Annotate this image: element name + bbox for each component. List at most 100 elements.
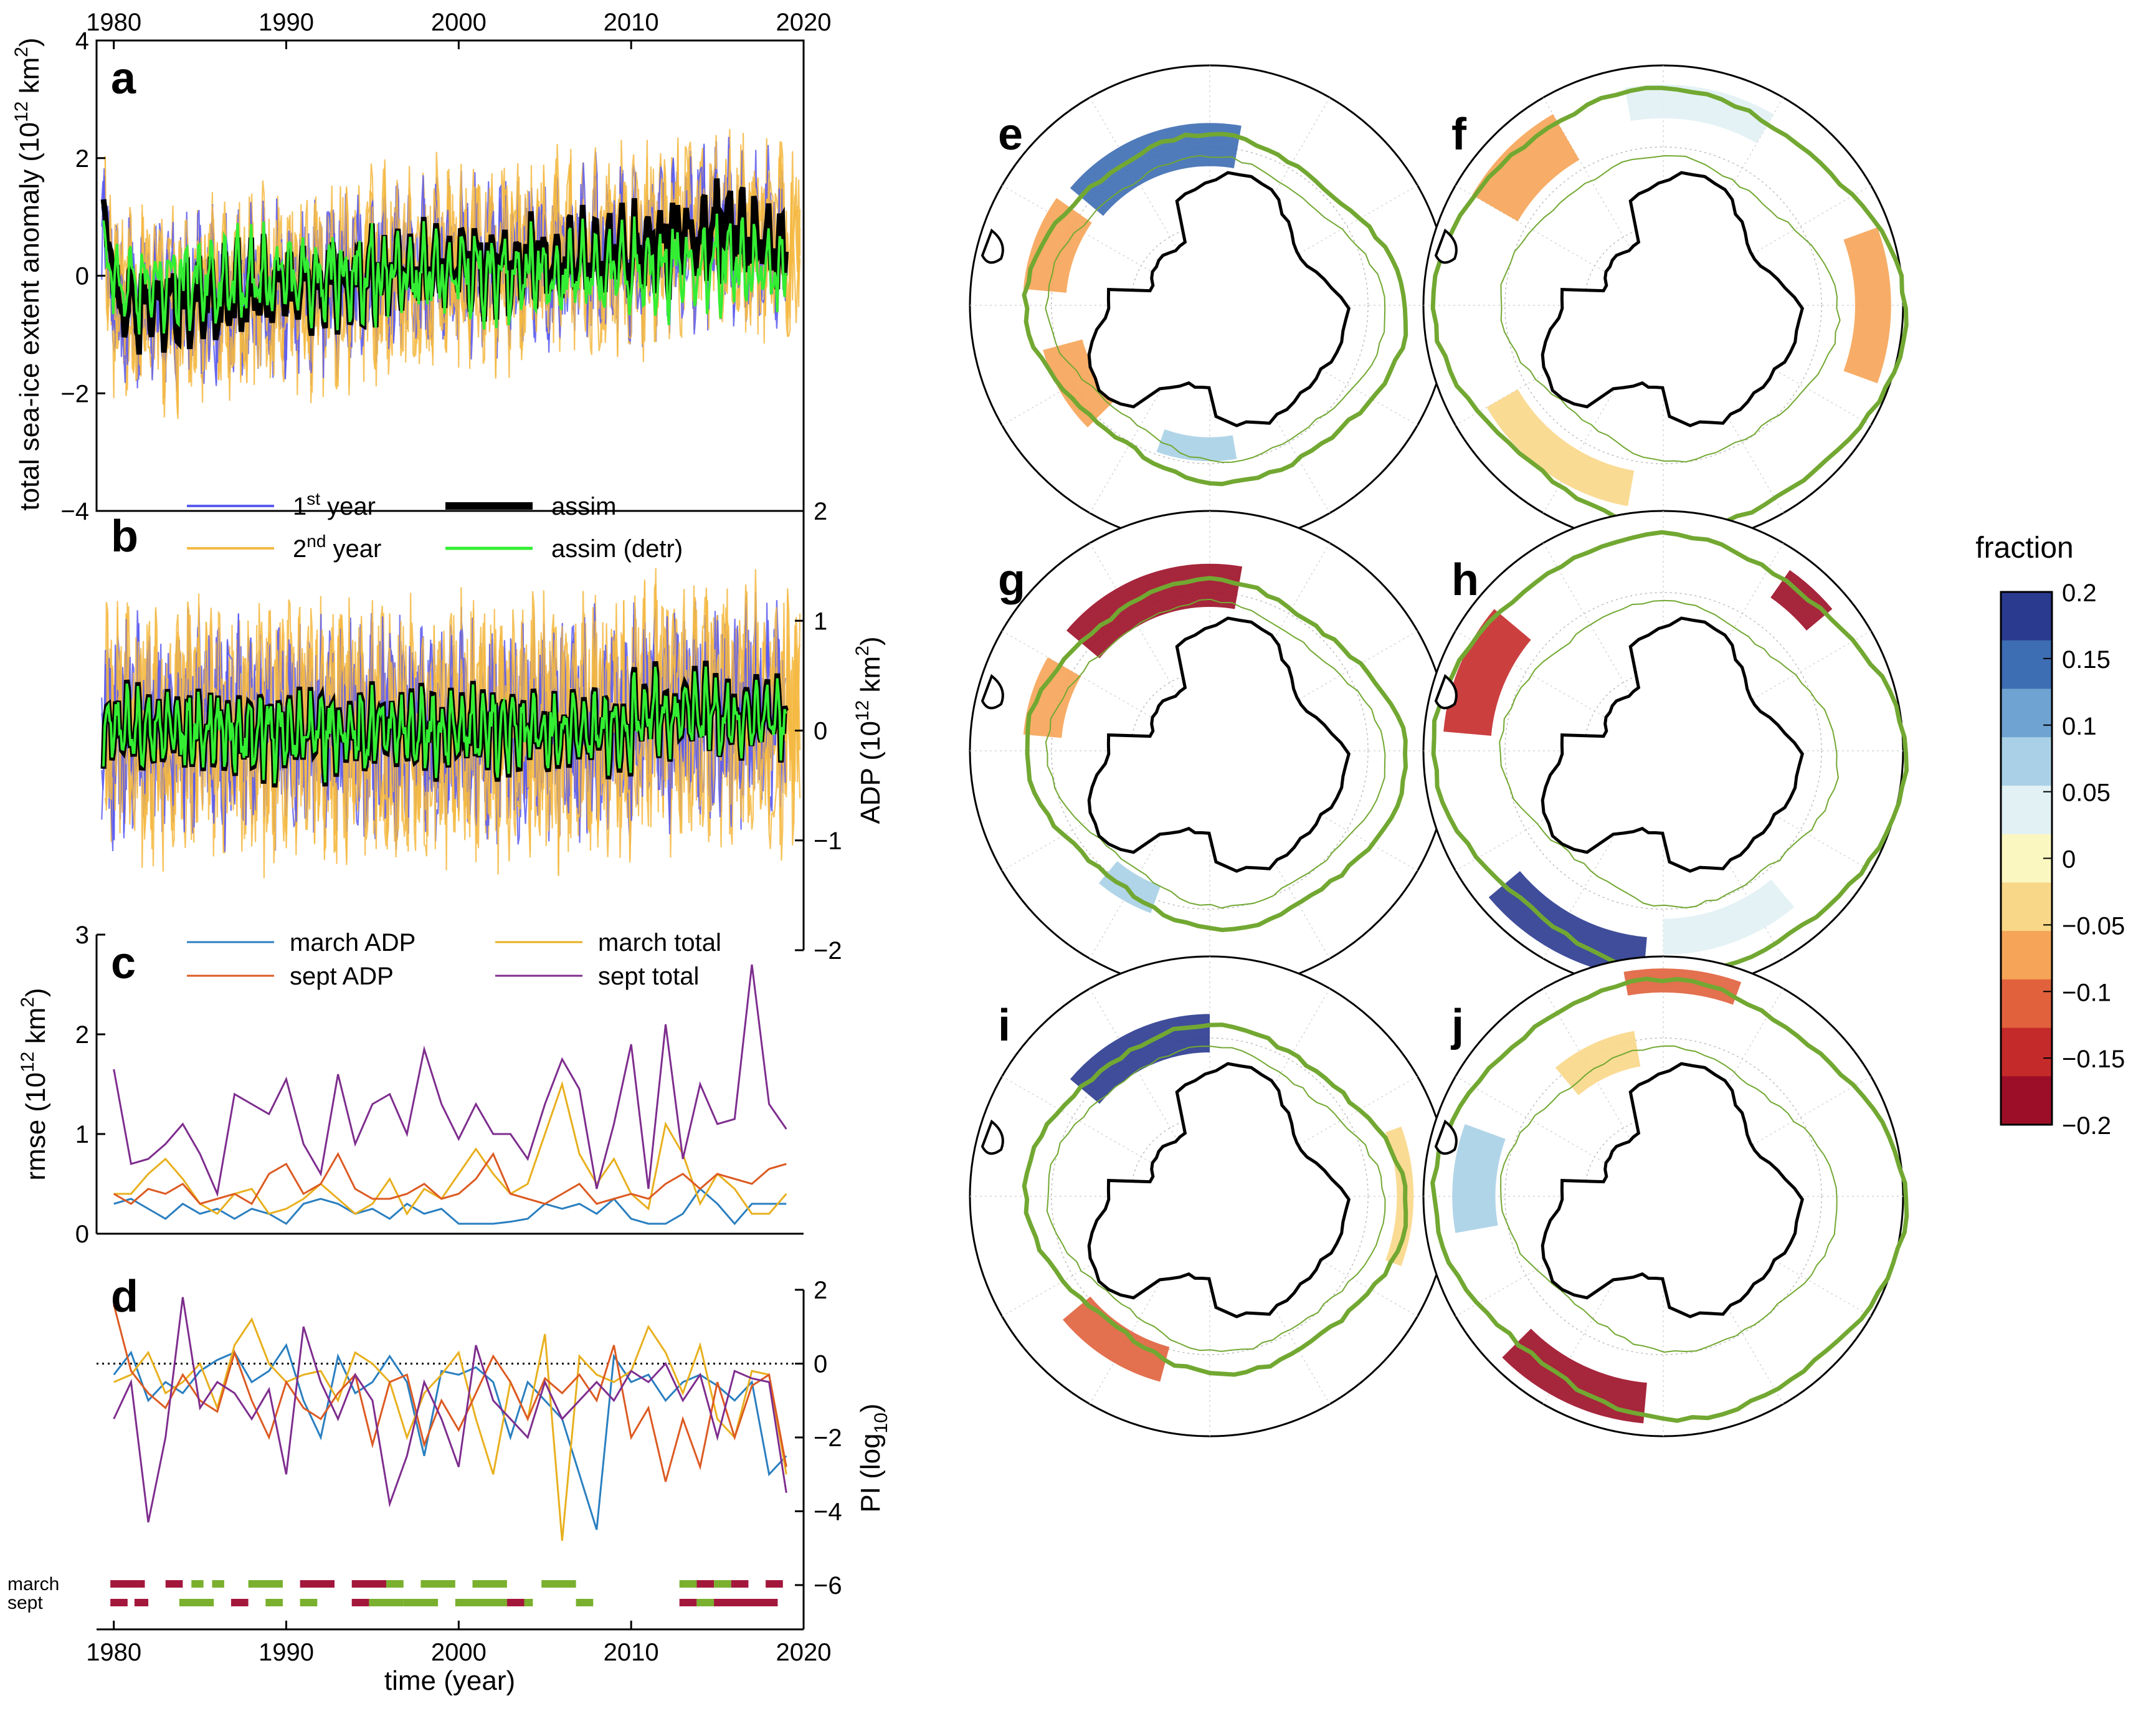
d-ytick-label: 0 — [814, 1350, 827, 1378]
d-xtick-label: 2010 — [604, 1639, 659, 1666]
panel-d-x-ticks: 1980 1990 2000 2010 2020 — [86, 1621, 831, 1666]
map-f-antarctica — [1541, 171, 1805, 427]
series-assim-detr-b — [102, 666, 787, 784]
series-march_adp-c — [113, 1187, 787, 1226]
sig-row-label-sept: sept — [7, 1593, 43, 1613]
panel-c-label: c — [111, 938, 136, 988]
map-h-anomaly — [1488, 871, 1647, 978]
map-f-label: f — [1451, 110, 1467, 160]
c-ytick-label: 0 — [75, 1221, 89, 1248]
map-e-graticule — [1051, 146, 1369, 464]
map-g-ice-edge-outer — [1025, 576, 1408, 933]
series-second-year-b — [104, 569, 801, 875]
map-f-anomaly — [1472, 114, 1580, 222]
d-xtick-label: 2000 — [431, 1639, 487, 1666]
c-ytick-label: 2 — [75, 1021, 89, 1049]
map-i-anomaly — [1063, 1296, 1170, 1382]
colorbar-title: fraction — [1975, 531, 2073, 565]
d-xtick-label: 1980 — [86, 1639, 141, 1666]
colorbar-tick-label: −0.2 — [2062, 1112, 2111, 1140]
legend-ab: 1st year 2nd year assim assim (detr) — [187, 489, 683, 563]
c-ytick-label: 1 — [75, 1121, 89, 1148]
a-ytick-label: −2 — [60, 380, 89, 407]
map-h-label: h — [1451, 555, 1479, 605]
colorbar: fraction 0.2 0.15 0.1 0.05 0 −0.05 −0.1 −0.15 −0… — [1975, 531, 2125, 1140]
colorbar-swatch — [2001, 689, 2052, 738]
b-ytick-label: −1 — [814, 827, 842, 855]
a-ytick-label: −4 — [60, 498, 89, 525]
map-e-ice-edge-inner — [1045, 155, 1386, 463]
map-e-south-america — [981, 228, 1004, 264]
map-g-ice-edge-inner — [1045, 598, 1386, 909]
map-h-anomaly — [1663, 879, 1795, 955]
map-panel-f: f — [1422, 64, 1909, 546]
map-f-anomaly — [1843, 227, 1891, 384]
map-g-anomaly — [1098, 860, 1161, 913]
a-xtick-label: 1990 — [259, 9, 314, 36]
map-h-south-america — [1434, 674, 1458, 710]
map-h-antarctica — [1541, 616, 1805, 873]
a-xtick-label: 2020 — [776, 9, 832, 36]
a-xtick-label: 2010 — [604, 9, 659, 36]
colorbar-swatch — [2001, 592, 2052, 641]
legend-sept-adp: sept ADP — [290, 963, 394, 990]
d-ytick-label: −2 — [814, 1424, 842, 1452]
a-xtick-label: 1980 — [86, 9, 141, 36]
legend-second-year: 2nd year — [293, 531, 381, 563]
map-f-anomaly — [1486, 389, 1635, 507]
map-e-antarctica — [1087, 171, 1351, 427]
map-g-antarctica — [1087, 616, 1351, 873]
map-g-anomaly — [1023, 657, 1081, 738]
legend-march-total: march total — [598, 929, 721, 956]
map-h-anomaly — [1770, 570, 1833, 631]
map-i-label: i — [998, 1001, 1010, 1051]
colorbar-tick-label: 0.2 — [2062, 579, 2097, 607]
map-i-anomaly — [1070, 1014, 1210, 1104]
map-panel-e: e — [969, 64, 1451, 546]
map-panel-g: g — [969, 510, 1451, 992]
series-sept_total-c — [113, 964, 787, 1198]
series-march_total-d — [113, 1317, 787, 1541]
c-ytick-label: 3 — [75, 922, 89, 949]
map-j-graticule — [1504, 1037, 1822, 1355]
map-g-anomaly — [1066, 563, 1243, 659]
panel-d-significance-bars — [110, 1580, 783, 1606]
a-ytick-label: 0 — [75, 263, 89, 290]
panel-b-label: b — [111, 512, 138, 561]
d-ytick-label: 2 — [814, 1277, 827, 1304]
map-panel-j: j — [1422, 955, 1909, 1437]
series-sept_total-d — [113, 1297, 787, 1523]
colorbar-tick-label: 0 — [2062, 846, 2076, 874]
legend-assim-detr: assim (detr) — [551, 535, 683, 563]
map-i-ice-edge-outer — [1022, 1022, 1408, 1377]
a-xtick-label: 2000 — [431, 9, 487, 36]
colorbar-tick-label: −0.1 — [2062, 979, 2111, 1006]
panel-a-series — [100, 129, 801, 419]
d-xtick-label: 1990 — [259, 1639, 314, 1666]
map-i-antarctica — [1087, 1062, 1351, 1318]
legend-sept-total: sept total — [598, 963, 699, 990]
panel-d-xlabel: time (year) — [384, 1666, 515, 1696]
panel-a-x-ticks-top: 1980 1990 2000 2010 2020 — [86, 9, 831, 49]
panel-d-y-ticks: 2 0 −2 −4 −6 — [795, 1277, 842, 1599]
map-g-graticule — [1051, 592, 1369, 910]
d-xtick-label: 2020 — [776, 1639, 832, 1666]
map-i-graticule — [1051, 1037, 1369, 1355]
map-j-south-america — [1434, 1119, 1458, 1155]
panel-c: 3 2 1 0 c rmse (1012 km2) march ADP march t… — [17, 922, 804, 1248]
b-ytick-label: 2 — [814, 498, 827, 525]
colorbar-swatch — [2001, 882, 2052, 932]
map-g-south-america — [981, 674, 1004, 710]
colorbar-ticks: 0.2 0.15 0.1 0.05 0 −0.05 −0.1 −0.15 −0.2 — [2043, 579, 2125, 1140]
series-assim-detr-a — [102, 213, 787, 335]
panel-a-y-ticks: 4 2 0 −2 −4 — [60, 27, 105, 525]
a-ytick-label: 2 — [75, 145, 89, 173]
map-j-antarctica — [1541, 1062, 1805, 1318]
panel-a-ylabel: total sea-ice extent anomaly (1012 km2) — [11, 37, 45, 510]
b-ytick-label: 0 — [814, 718, 827, 745]
colorbar-swatch — [2001, 1027, 2052, 1077]
legend-assim: assim — [551, 493, 616, 520]
map-j-ice-edge-outer — [1430, 976, 1909, 1423]
map-f-anomaly — [1625, 84, 1774, 143]
legend-first-year: 1st year — [293, 489, 376, 520]
